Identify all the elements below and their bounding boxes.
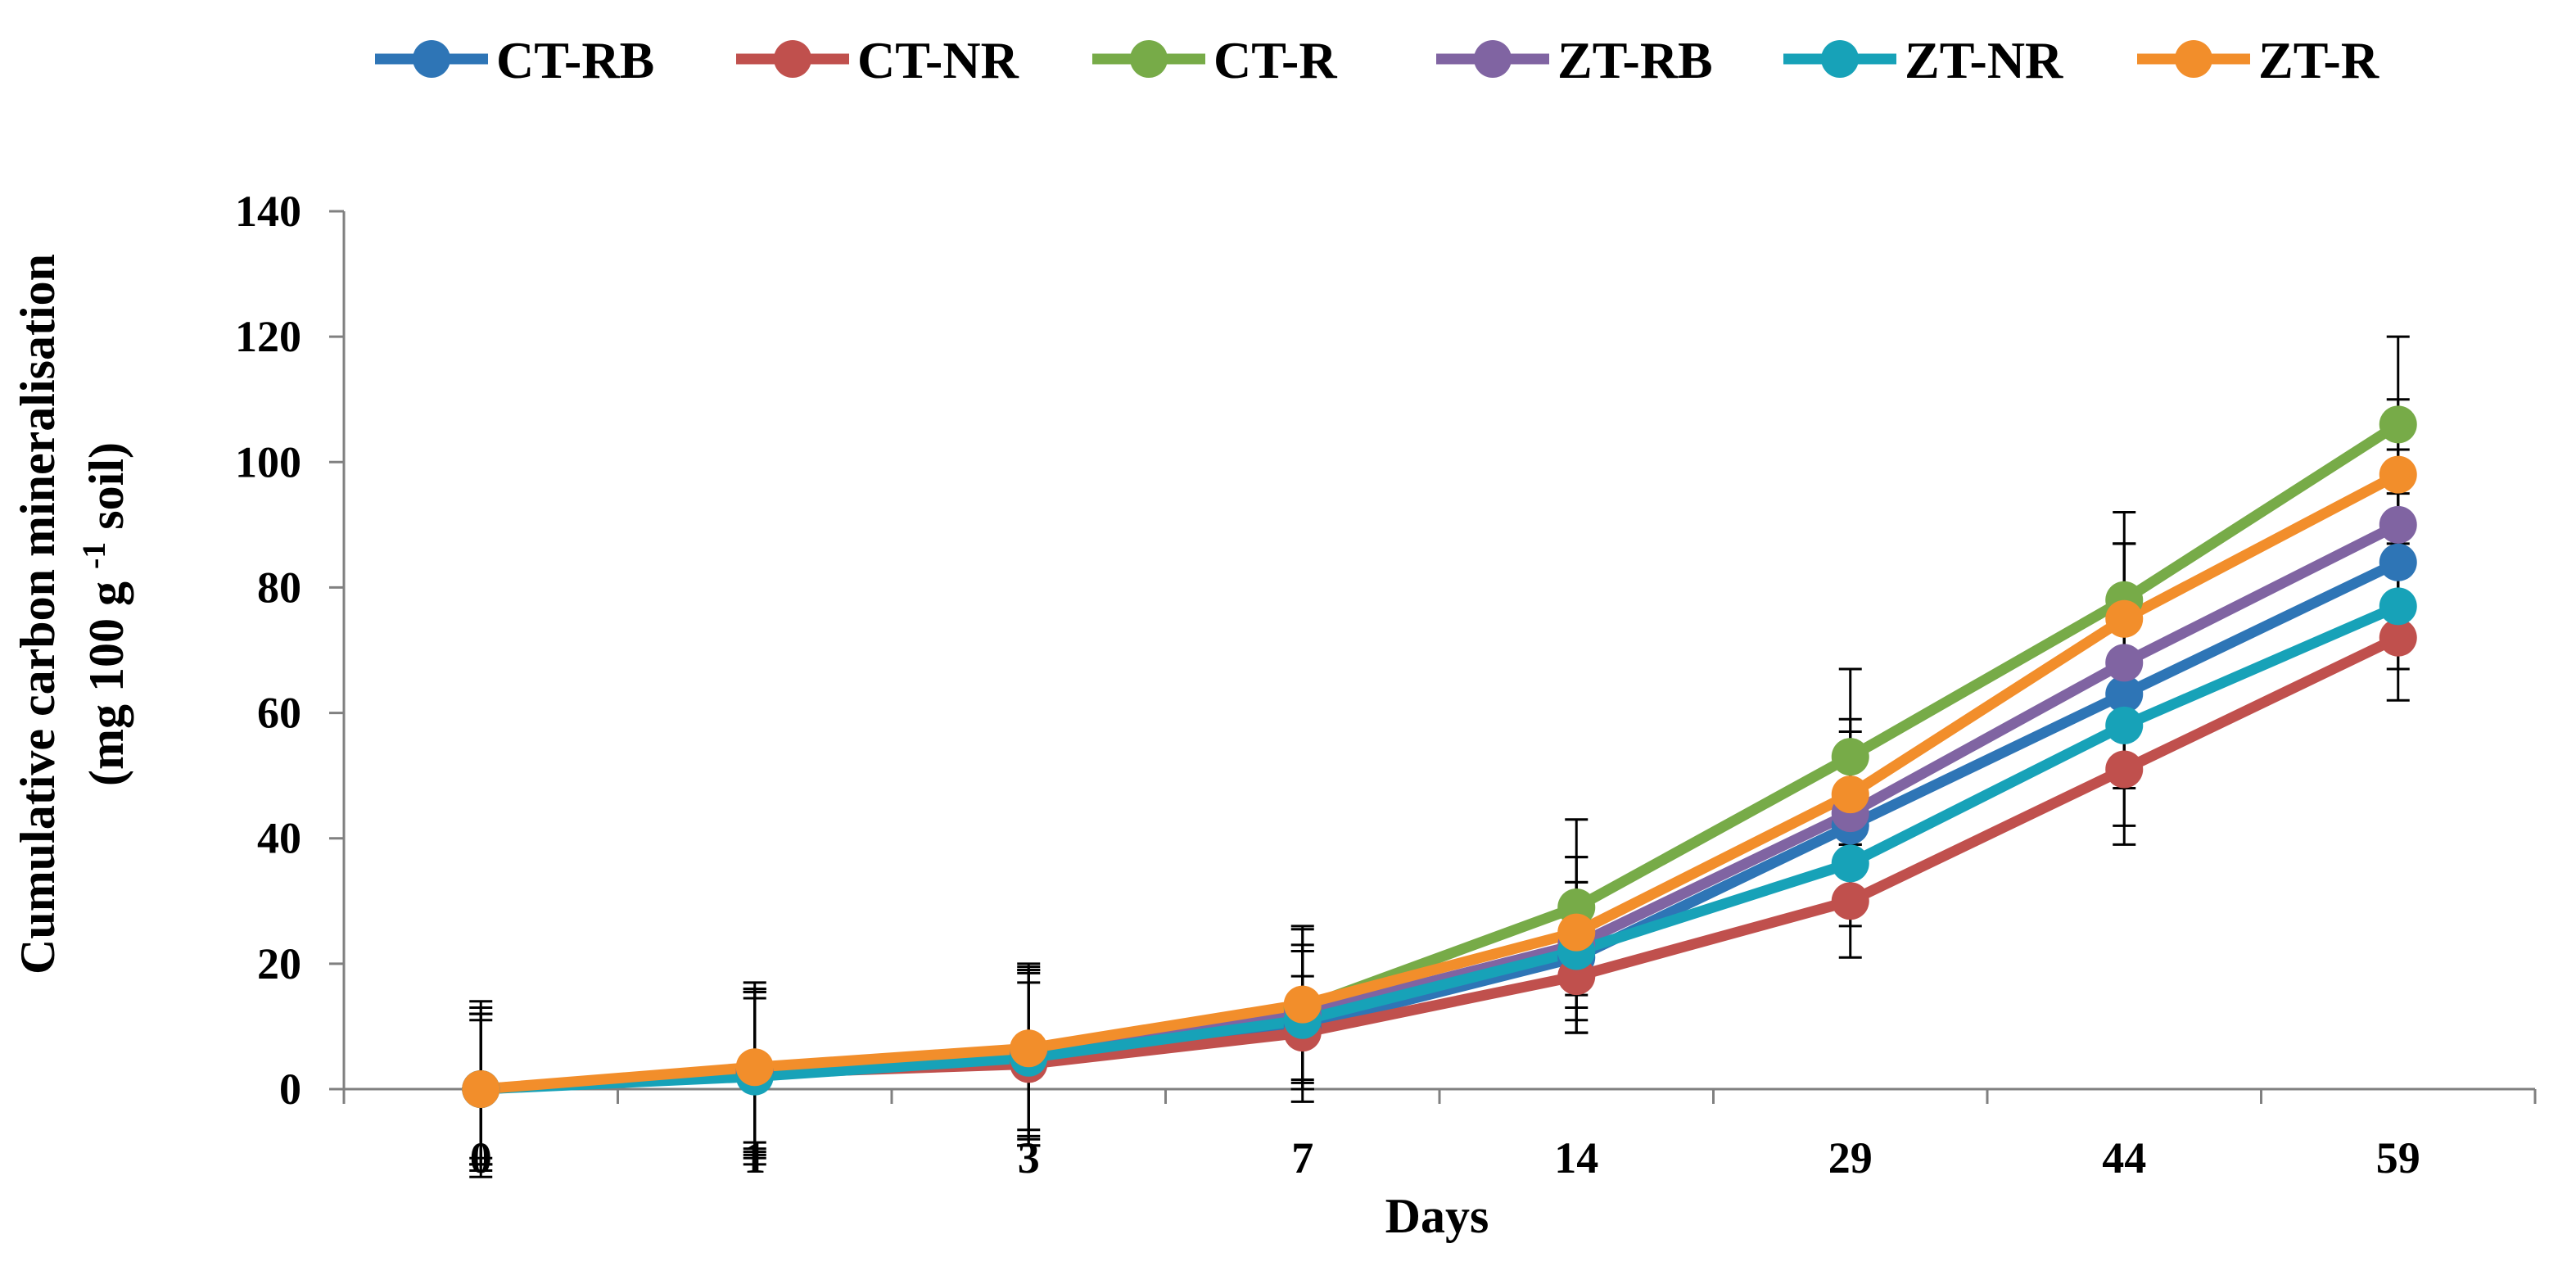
y-tick-label: 20 (257, 939, 301, 988)
data-point-ct-r (1831, 738, 1869, 776)
data-point-zt-nr (2379, 587, 2417, 626)
y-axis-title-sup: -1 (75, 542, 112, 569)
data-point-zt-r (1557, 913, 1596, 952)
legend-label: CT-R (1213, 31, 1337, 89)
x-tick-label: 29 (1828, 1133, 1873, 1182)
data-point-ct-nr (2105, 750, 2144, 789)
data-point-zt-r (2379, 455, 2417, 494)
legend-label: ZT-RB (1557, 31, 1713, 89)
y-tick-label: 120 (235, 312, 301, 361)
x-tick-label: 59 (2376, 1133, 2420, 1182)
data-point-zt-nr (2105, 706, 2144, 744)
data-point-ct-rb (2105, 675, 2144, 713)
data-point-zt-r (462, 1070, 500, 1108)
x-tick-label: 7 (1291, 1133, 1313, 1182)
series-lines (475, 418, 2404, 1095)
x-tick-label: 44 (2102, 1133, 2146, 1182)
legend-marker (413, 40, 450, 78)
data-point-zt-r (1283, 985, 1322, 1024)
y-tick-label: 40 (257, 814, 301, 863)
y-axis-title-line2: (mg 100 g -1 soil) (75, 442, 134, 786)
data-point-ct-rb (2379, 543, 2417, 581)
data-point-zt-r (2105, 599, 2144, 638)
y-tick-label: 0 (279, 1065, 301, 1114)
y-tick-label: 80 (257, 563, 301, 612)
data-point-zt-r (1010, 1029, 1048, 1068)
legend-label: ZT-NR (1905, 31, 2063, 89)
data-point-zt-nr (1831, 844, 1869, 883)
y-axis-title-post: soil) (79, 442, 133, 542)
data-point-zt-rb (2105, 644, 2144, 682)
series-markers (462, 405, 2417, 1108)
y-axis-title-line1: Cumulative carbon mineralisation (11, 254, 65, 974)
data-point-zt-rb (2379, 505, 2417, 544)
legend-label: CT-RB (496, 31, 654, 89)
y-tick-label: 60 (257, 689, 301, 738)
legend-label: CT-NR (857, 31, 1019, 89)
data-point-ct-r (2379, 405, 2417, 444)
series-line-ct-rb (475, 557, 2404, 1095)
y-tick-label: 140 (235, 187, 301, 236)
y-axis-title-pre: (mg 100 g (79, 569, 133, 786)
legend-marker (1474, 40, 1512, 78)
legend-marker (774, 40, 811, 78)
series-line-zt-nr (475, 600, 2404, 1095)
legend-marker (2175, 40, 2212, 78)
legend-marker (1130, 40, 1168, 78)
data-point-zt-r (1831, 775, 1869, 814)
y-tick-label: 100 (235, 437, 301, 486)
data-point-zt-r (735, 1048, 774, 1087)
x-axis-title: Days (1385, 1189, 1489, 1243)
x-tick-label: 14 (1554, 1133, 1598, 1182)
legend-marker (1821, 40, 1859, 78)
legend-label: ZT-R (2258, 31, 2379, 89)
data-point-ct-nr (1831, 882, 1869, 920)
data-point-ct-nr (2379, 618, 2417, 657)
legend: CT-RB CT-NR CT-R ZT-RB ZT-NR ZT-R (375, 31, 2379, 89)
axes: 020406080100120140013714294459 (235, 187, 2537, 1182)
series-line-zt-r (475, 469, 2404, 1095)
